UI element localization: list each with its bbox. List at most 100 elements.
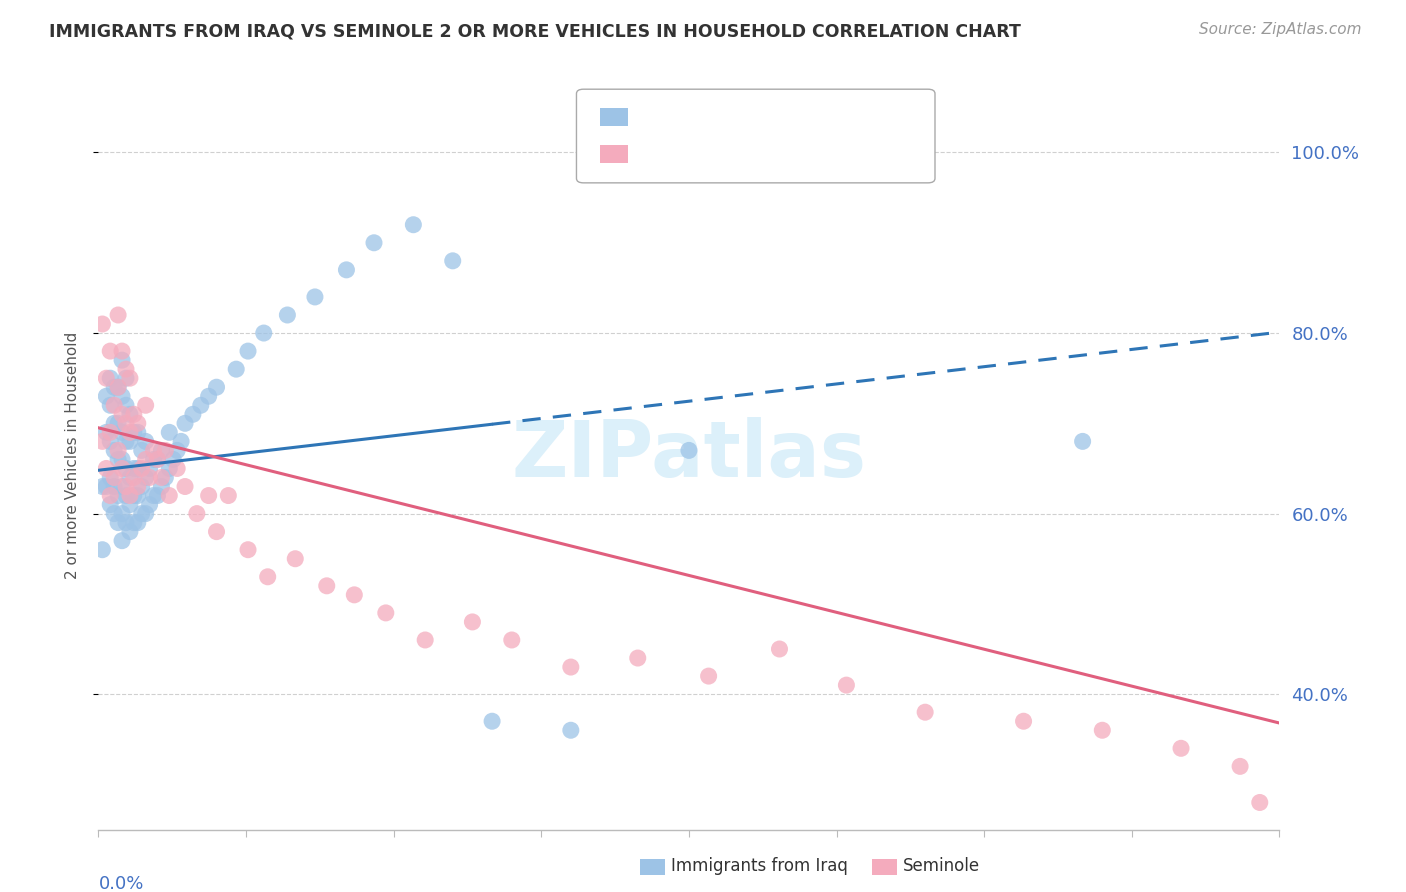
Point [103,443,125,458]
Point [236,344,259,359]
Point [103,479,125,493]
Point [131,443,153,458]
Text: R =: R = [637,145,673,163]
Point [118,470,141,484]
Point [122,461,145,475]
Point [157,489,180,503]
Point [1091,723,1114,738]
Point [131,507,153,521]
Point [122,516,145,530]
Point [118,489,141,503]
Point [111,344,134,359]
Point [138,470,160,484]
Point [170,434,193,449]
Point [111,452,134,467]
Point [111,507,134,521]
Point [103,398,125,412]
Point [343,588,366,602]
Point [118,407,141,421]
Point [118,425,141,440]
Point [118,498,141,512]
Point [174,479,197,493]
Point [256,570,278,584]
Point [135,452,157,467]
Point [115,461,138,475]
Point [111,533,134,548]
Point [678,443,700,458]
Y-axis label: 2 or more Vehicles in Household: 2 or more Vehicles in Household [65,331,80,579]
Point [115,362,138,376]
Point [118,371,141,385]
Point [103,470,125,484]
Point [181,407,204,421]
Point [155,443,177,458]
Point [374,606,396,620]
Point [157,461,180,475]
Point [1071,434,1094,449]
Text: Seminole: Seminole [903,857,980,875]
Text: Source: ZipAtlas.com: Source: ZipAtlas.com [1198,22,1361,37]
Point [122,489,145,503]
Point [236,542,259,557]
Point [217,489,239,503]
Point [835,678,858,692]
Point [122,407,145,421]
Point [98,371,121,385]
Point [157,425,180,440]
Point [96,479,118,493]
Point [131,461,153,475]
Point [627,651,650,665]
Point [107,380,129,394]
Point [402,218,425,232]
Point [111,389,134,403]
Text: 0.0%: 0.0% [98,874,143,892]
Point [560,660,582,674]
Point [1249,796,1271,810]
Point [127,489,149,503]
Point [107,417,129,431]
Point [1012,714,1035,729]
Point [150,470,173,484]
Point [155,470,177,484]
Point [107,443,129,458]
Point [111,353,134,368]
Point [118,524,141,539]
Point [186,507,208,521]
Point [107,308,129,322]
Point [91,542,114,557]
Point [115,417,138,431]
Point [131,479,153,493]
Point [284,551,307,566]
Point [304,290,326,304]
Point [98,498,121,512]
Point [127,417,149,431]
Point [115,371,138,385]
Text: R =: R = [637,108,673,126]
Point [98,398,121,412]
Point [96,425,118,440]
Point [914,705,936,719]
Point [135,470,157,484]
Point [150,443,173,458]
Point [205,524,228,539]
Point [363,235,385,250]
Text: N = 84: N = 84 [720,108,794,126]
Point [190,398,212,412]
Point [96,389,118,403]
Point [138,498,160,512]
Point [166,461,188,475]
Point [98,489,121,503]
Point [501,632,523,647]
Point [103,380,125,394]
Point [150,479,173,493]
Point [413,632,436,647]
Point [135,398,157,412]
Point [197,489,219,503]
Text: ZIPatlas: ZIPatlas [512,417,866,493]
Point [1170,741,1192,756]
Point [115,398,138,412]
Point [127,516,149,530]
Point [115,516,138,530]
Point [146,452,169,467]
Point [107,380,129,394]
